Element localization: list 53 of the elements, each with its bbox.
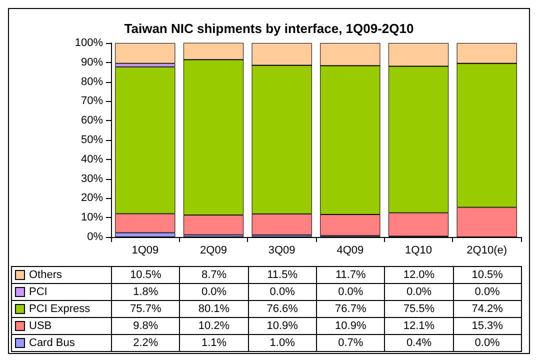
legend-label: Card Bus bbox=[29, 337, 75, 350]
data-label: 80.1% bbox=[180, 300, 248, 318]
x-tick-label: 4Q09 bbox=[336, 244, 364, 256]
x-tick-label: 3Q09 bbox=[268, 244, 296, 256]
data-label: 0.0% bbox=[453, 334, 522, 352]
data-label: 12.1% bbox=[384, 318, 454, 334]
data-label: 0.0% bbox=[384, 284, 454, 300]
data-label: 10.9% bbox=[316, 318, 385, 334]
data-label: 74.2% bbox=[453, 300, 522, 318]
y-tick-label: 100% bbox=[74, 37, 104, 49]
x-tick-label: 2Q09 bbox=[200, 244, 227, 256]
y-tick-label: 70% bbox=[80, 95, 104, 108]
legend-label: USB bbox=[29, 320, 52, 332]
legend-label: PCI bbox=[29, 286, 48, 298]
data-label: 1.0% bbox=[248, 334, 316, 352]
data-label: 76.7% bbox=[316, 300, 385, 318]
data-label: 0.7% bbox=[316, 334, 385, 352]
data-label: 11.5% bbox=[248, 266, 316, 284]
x-tick-label: 1Q09 bbox=[132, 244, 159, 256]
data-label: 1.8% bbox=[112, 284, 180, 300]
data-label: 10.5% bbox=[112, 266, 180, 284]
data-label: 10.9% bbox=[248, 318, 316, 334]
data-label: 76.6% bbox=[248, 300, 316, 318]
data-label: 9.8% bbox=[112, 318, 180, 334]
y-tick-label: 10% bbox=[80, 212, 104, 224]
chart-title: Taiwan NIC shipments by interface, 1Q09-2Q10 bbox=[124, 21, 414, 36]
data-label: 10.5% bbox=[453, 266, 522, 284]
y-tick-label: 0% bbox=[87, 231, 104, 243]
y-tick-label: 40% bbox=[80, 153, 104, 166]
data-label: 75.5% bbox=[384, 300, 454, 318]
data-label: 0.0% bbox=[316, 284, 385, 300]
data-label: 1.1% bbox=[180, 334, 248, 352]
data-label: 11.7% bbox=[316, 266, 385, 284]
data-label: 0.0% bbox=[453, 284, 522, 300]
legend-label: Others bbox=[29, 269, 62, 282]
data-label: 10.2% bbox=[180, 318, 248, 334]
x-tick-label: 2Q10(e) bbox=[466, 244, 508, 256]
data-label: 0.4% bbox=[384, 334, 454, 352]
data-label: 2.2% bbox=[112, 334, 180, 352]
y-tick-label: 80% bbox=[80, 76, 104, 88]
y-tick-label: 90% bbox=[80, 56, 104, 68]
y-tick-label: 50% bbox=[80, 134, 104, 146]
x-tick-label: 1Q10 bbox=[405, 244, 432, 256]
data-label: 15.3% bbox=[453, 318, 522, 334]
legend-label: PCI Express bbox=[29, 303, 90, 316]
y-tick-label: 30% bbox=[80, 172, 104, 185]
y-tick-label: 60% bbox=[80, 114, 104, 127]
data-label: 75.7% bbox=[112, 300, 180, 318]
data-label: 0.0% bbox=[248, 284, 316, 300]
data-label: 0.0% bbox=[180, 284, 248, 300]
data-label: 12.0% bbox=[384, 266, 454, 284]
data-label: 8.7% bbox=[180, 266, 248, 284]
y-tick-label: 20% bbox=[80, 192, 104, 204]
